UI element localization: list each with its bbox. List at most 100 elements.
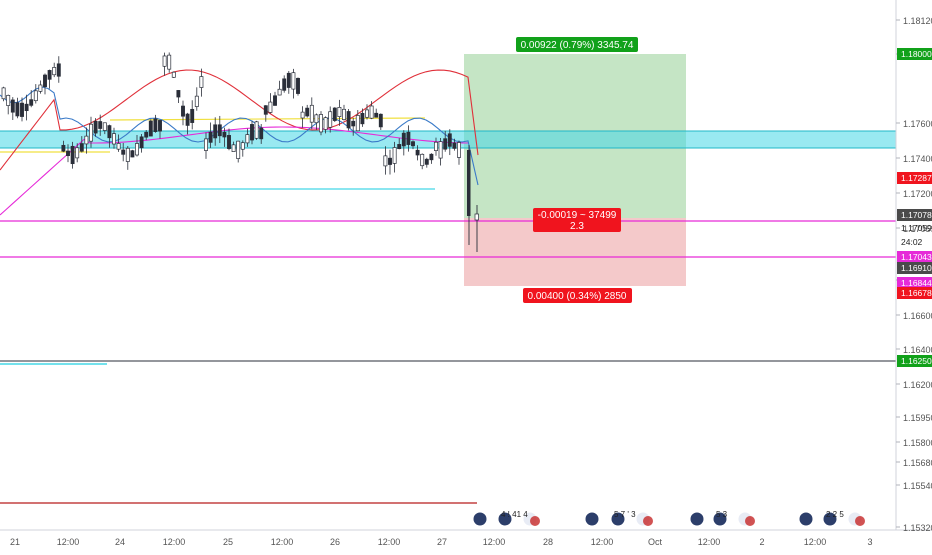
price-label-text: 1.17078	[901, 210, 932, 220]
candle	[158, 120, 162, 139]
candle	[84, 127, 89, 154]
candle	[332, 107, 337, 122]
event-marker[interactable]: 4 ! 41 4	[472, 510, 540, 527]
candle	[392, 141, 397, 173]
candle	[208, 122, 213, 148]
x-tick-label: 21	[10, 537, 20, 547]
x-tick-label: 25	[223, 537, 233, 547]
candle	[268, 93, 273, 114]
candle	[277, 80, 282, 96]
x-tick-label: 2	[759, 537, 764, 547]
y-tick-label: 1.15540	[903, 481, 932, 491]
event-marker[interactable]: 2 2 5	[798, 510, 865, 527]
y-tick-label: 1.17600	[903, 119, 932, 129]
price-label-box	[897, 287, 932, 299]
candle	[33, 84, 38, 104]
magenta-moving-average	[0, 126, 469, 216]
price-label-text: 1.16910	[901, 263, 932, 273]
x-tick-label: 12:00	[378, 537, 401, 547]
moving-averages	[0, 69, 479, 216]
candle	[47, 69, 52, 89]
candle	[190, 100, 195, 130]
price-label-box	[897, 262, 932, 274]
x-tick-label: 26	[330, 537, 340, 547]
open-pnl-label[interactable]: -0.00019 ~ 37499 2.3	[533, 208, 621, 232]
event-marker-label: 5 3	[716, 510, 728, 519]
y-tick-label: 1.16400	[903, 345, 932, 355]
x-tick-label: 12:00	[698, 537, 721, 547]
candle	[38, 80, 43, 94]
candle	[328, 106, 333, 133]
candle	[56, 56, 61, 83]
candle	[286, 70, 291, 94]
candle	[20, 97, 24, 122]
candle	[176, 90, 181, 104]
candle	[222, 127, 227, 147]
red-moving-average	[0, 69, 479, 171]
blue-moving-average	[0, 86, 479, 186]
candle	[213, 117, 218, 146]
candle	[167, 52, 172, 73]
candle	[355, 109, 360, 132]
stop-label[interactable]: 0.00400 (0.34%) 2850	[523, 288, 632, 303]
candle	[217, 115, 222, 144]
candle	[314, 113, 319, 130]
candle	[89, 116, 93, 148]
candle	[116, 134, 121, 152]
x-tick-label: Oct	[648, 537, 663, 547]
candle	[250, 120, 254, 145]
price-label-text: 1.16250	[901, 356, 932, 366]
event-marker[interactable]: 5 7 ' 3	[584, 510, 653, 527]
price-label-box	[897, 277, 932, 289]
candle	[107, 124, 112, 148]
risk-reward-text: 2.3	[570, 221, 584, 232]
candle	[374, 108, 379, 118]
candle	[1, 86, 6, 102]
price-label-text: 1.17287	[901, 173, 932, 183]
price-label-box	[897, 251, 932, 263]
candle	[139, 134, 144, 153]
candle	[79, 136, 84, 153]
candle	[98, 114, 103, 136]
candle	[29, 90, 34, 108]
candle	[194, 87, 199, 111]
candle	[259, 124, 264, 144]
open-pnl-text: -0.00019 ~ 37499	[538, 210, 617, 221]
x-tick-label: 12:00	[271, 537, 294, 547]
candle	[291, 68, 296, 99]
candle	[452, 138, 457, 151]
candle	[199, 68, 204, 97]
x-tick-label: 3	[867, 537, 872, 547]
candle	[112, 127, 116, 149]
candle	[171, 71, 176, 78]
candle	[52, 62, 57, 78]
candle	[467, 145, 471, 245]
candle	[66, 144, 70, 163]
candle	[401, 130, 406, 156]
candle	[121, 142, 126, 162]
x-tick-label: 12:00	[804, 537, 827, 547]
candle	[273, 91, 277, 106]
y-tick-label: 1.17200	[903, 189, 932, 199]
candle	[240, 140, 245, 157]
x-tick-label: 27	[437, 537, 447, 547]
candle	[378, 113, 383, 130]
candle	[70, 141, 75, 169]
candle	[319, 111, 323, 136]
price-label-text: 1.16678	[901, 288, 932, 298]
price-label-text: 1.16844	[901, 278, 932, 288]
candle	[457, 140, 461, 165]
economic-events[interactable]: 4 ! 41 4 5 7 ' 3 5 3 2 2 5	[472, 510, 865, 527]
candle	[102, 122, 107, 135]
candle	[351, 117, 356, 136]
price-label-text: 1.17059	[901, 223, 932, 233]
candle	[447, 129, 452, 156]
candle	[305, 104, 310, 118]
candle	[181, 100, 185, 126]
event-marker[interactable]: 5 3	[689, 510, 755, 527]
x-axis[interactable]: 21 12:00 24 12:00 25 12:00 26 12:00 27 12:00 28 12:…	[10, 537, 873, 547]
candle	[185, 112, 190, 135]
x-tick-label: 28	[543, 537, 553, 547]
target-label[interactable]: 0.00922 (0.79%) 3345.74	[516, 37, 638, 52]
